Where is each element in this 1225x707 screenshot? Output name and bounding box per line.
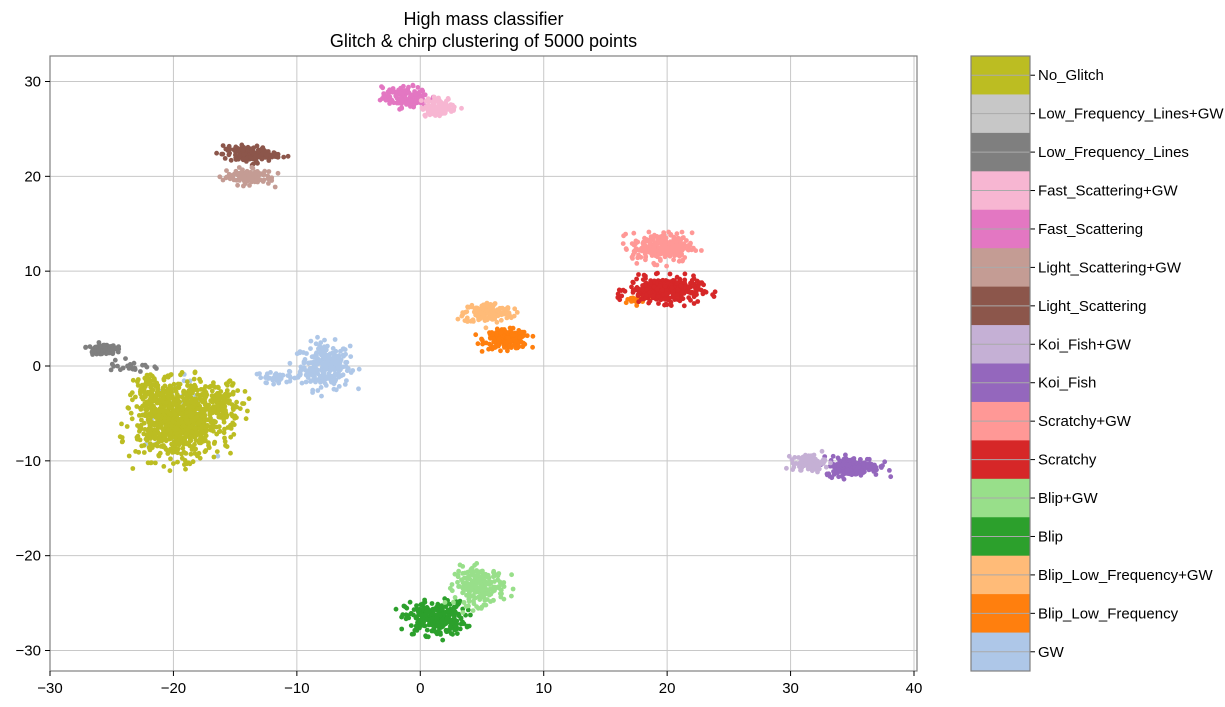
x-tick-label: −30 (37, 680, 62, 697)
x-tick-label: 20 (659, 680, 676, 697)
y-axis: 30 20 10 0 −10 −20 −30 (16, 74, 50, 660)
grid-lines (49, 56, 917, 671)
y-tick-label: 30 (24, 74, 41, 91)
colorbar-label: Low_Frequency_Lines (1038, 144, 1189, 161)
series-koi-fish (818, 452, 894, 482)
colorbar-label: GW (1038, 644, 1065, 661)
colorbar-label: Koi_Fish (1038, 375, 1096, 392)
colorbar-label: Koi_Fish+GW (1038, 336, 1132, 353)
x-tick-label: 10 (535, 680, 552, 697)
series-fast-scattering (377, 82, 436, 112)
colorbar-label: Scratchy+GW (1038, 413, 1132, 430)
series-light-scattering-gw (217, 165, 281, 190)
series-blip-gw (442, 561, 516, 615)
series-no-glitch (117, 369, 252, 474)
colorbar-label: Blip_Low_Frequency (1038, 605, 1179, 622)
y-tick-label: 0 (33, 358, 41, 375)
colorbar-label: Low_Frequency_Lines+GW (1038, 106, 1224, 123)
series-light-scattering (214, 142, 291, 168)
colorbar-label: Blip (1038, 528, 1063, 545)
y-tick-label: −30 (16, 643, 41, 660)
colorbar-label: No_Glitch (1038, 67, 1104, 84)
series-low-frequency-lines (83, 340, 159, 374)
chart-title: High mass classifier Glitch & chirp clus… (50, 8, 917, 52)
x-tick-label: −10 (284, 680, 309, 697)
x-tick-label: 40 (906, 680, 923, 697)
series-scratchy (615, 270, 718, 309)
series-scratchy-gw (620, 229, 704, 269)
series-fast-scattering-gw (418, 94, 464, 119)
colorbar-label: Blip_Low_Frequency+GW (1038, 567, 1214, 584)
colorbar-legend: No_Glitch Low_Frequency_Lines+GW Low_Frequ… (970, 55, 1224, 672)
series-gw (141, 334, 362, 459)
colorbar-label: Fast_Scattering (1038, 221, 1143, 238)
y-tick-label: 20 (24, 168, 41, 185)
colorbar-label: Light_Scattering+GW (1038, 259, 1182, 276)
series-blip-low-frequency-gw (455, 300, 520, 331)
y-tick-label: −20 (16, 548, 41, 565)
colorbar-label: Scratchy (1038, 452, 1097, 469)
x-tick-label: −20 (161, 680, 186, 697)
chart-title-line1: High mass classifier (403, 9, 564, 29)
x-tick-label: 30 (782, 680, 799, 697)
series-koi-fish-gw (784, 448, 833, 475)
chart-subtitle: Glitch & chirp clustering of 5000 points (329, 31, 638, 51)
x-tick-label: 0 (416, 680, 424, 697)
y-tick-label: 10 (24, 263, 41, 280)
series-blip (393, 596, 473, 643)
colorbar-label: Fast_Scattering+GW (1038, 183, 1178, 200)
colorbar-label: Light_Scattering (1038, 298, 1146, 315)
x-axis: −30 −20 −10 0 10 20 30 40 (37, 671, 922, 697)
colorbar-label: Blip+GW (1038, 490, 1098, 507)
scatter-points (83, 82, 894, 643)
series-blip-low-frequency (473, 291, 651, 354)
y-tick-label: −10 (16, 453, 41, 470)
plot-frame (49, 55, 918, 672)
